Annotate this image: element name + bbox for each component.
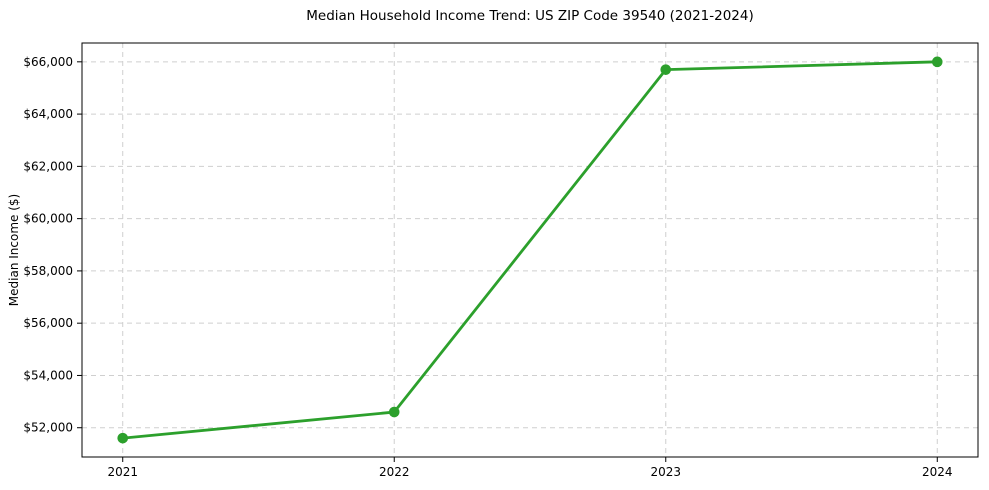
- x-tick-label: 2024: [922, 465, 953, 479]
- chart-title: Median Household Income Trend: US ZIP Co…: [306, 8, 754, 24]
- x-tick-label: 2023: [650, 465, 681, 479]
- y-tick-label: $56,000: [23, 316, 73, 330]
- y-tick-label: $64,000: [23, 107, 73, 121]
- y-axis-label: Median Income ($): [7, 193, 21, 307]
- data-point-marker: [388, 406, 400, 418]
- y-tick-label: $60,000: [23, 212, 73, 226]
- data-point-marker: [660, 64, 672, 75]
- trend-line: [121, 60, 939, 440]
- x-tick-label: 2022: [379, 465, 410, 479]
- data-point-marker: [931, 56, 943, 68]
- y-tick-label: $58,000: [23, 264, 73, 278]
- y-tick-label: $66,000: [23, 55, 73, 69]
- y-tick-label: $62,000: [23, 159, 73, 173]
- data-point-marker: [117, 432, 129, 444]
- x-tick-label: 2021: [107, 465, 138, 479]
- y-tick-label: $52,000: [23, 421, 73, 435]
- y-tick-label: $54,000: [23, 368, 73, 382]
- plot-border: [81, 42, 979, 458]
